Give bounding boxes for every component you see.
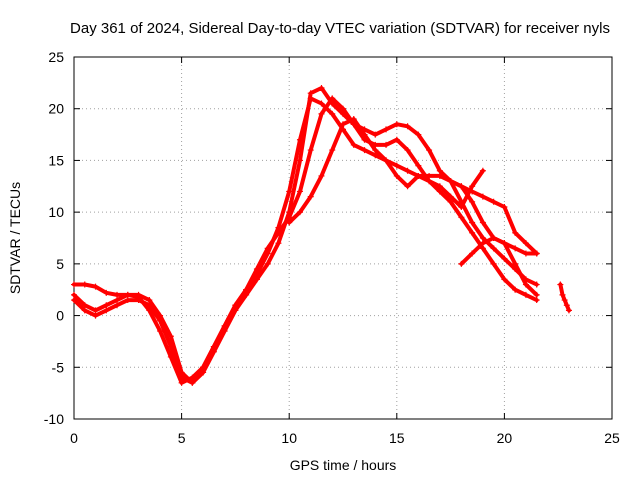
points-layer <box>71 85 572 386</box>
y-tick-label: 0 <box>56 308 64 324</box>
series-arc-3 <box>71 95 540 386</box>
x-tick-label: 10 <box>281 430 297 446</box>
x-tick-label: 15 <box>389 430 405 446</box>
plot-frame <box>73 56 613 420</box>
tick-layer: 0 5 10 15 20 25 -10 -5 0 5 10 15 20 25 <box>44 49 620 446</box>
x-axis-label: GPS time / hours <box>290 457 397 473</box>
y-tick-label: -5 <box>52 359 65 375</box>
x-tick-label: 20 <box>497 430 513 446</box>
x-tick-label: 25 <box>604 430 620 446</box>
y-tick-label: -10 <box>44 411 64 427</box>
series-trace <box>72 86 539 385</box>
y-tick-label: 20 <box>48 101 64 117</box>
series-trace <box>459 236 539 297</box>
x-tick-label: 0 <box>70 430 78 446</box>
series-arc-7 <box>557 281 572 314</box>
series-trace <box>558 282 571 313</box>
y-axis-label: SDTVAR / TECUs <box>7 182 23 294</box>
chart-title: Day 361 of 2024, Sidereal Day-to-day VTE… <box>70 20 610 37</box>
y-tick-label: 25 <box>48 49 64 65</box>
series-arc-6 <box>458 235 540 298</box>
x-tick-label: 5 <box>178 430 186 446</box>
series-trace <box>287 117 485 225</box>
series-arc-2 <box>71 85 540 386</box>
series-arc-4 <box>286 116 486 226</box>
y-tick-label: 10 <box>48 204 64 220</box>
y-tick-label: 15 <box>48 152 64 168</box>
series-trace <box>72 96 539 385</box>
y-tick-label: 5 <box>56 256 64 272</box>
series-trace <box>72 96 539 385</box>
